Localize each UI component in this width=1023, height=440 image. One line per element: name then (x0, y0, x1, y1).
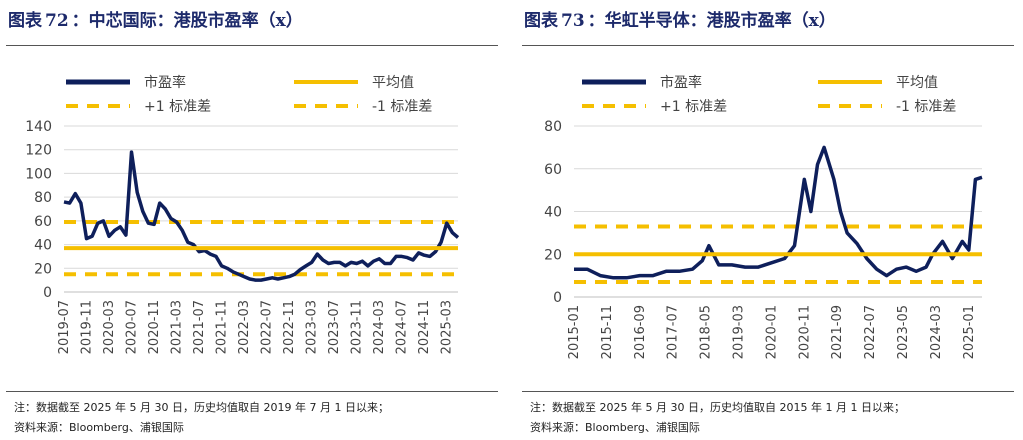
chart-source: 资料来源：Bloomberg、浦银国际 (530, 421, 700, 434)
legend-label-1: 平均值 (372, 75, 414, 91)
x-tick-label: 2022-07 (863, 305, 878, 359)
note-rule (6, 391, 498, 392)
x-tick-label: 2024-03 (372, 300, 387, 354)
y-tick-label: 80 (34, 190, 52, 206)
figure-label: 图表 (524, 11, 558, 31)
y-tick-label: 120 (25, 143, 52, 159)
legend-label-2: +1 标准差 (660, 99, 727, 115)
x-tick-label: 2020-11 (797, 305, 812, 359)
pe-chart-smic: 市盈率 平均值 +1 标准差 -1 标准差 0 20 40 60 80 100 120 140 2019… (25, 74, 460, 354)
x-tick-label: 2015-11 (600, 305, 615, 359)
x-tick-label: 2020-01 (764, 305, 779, 359)
y-tick-label: 40 (34, 238, 52, 254)
x-tick-label: 2024-11 (417, 300, 432, 354)
pe-series-line (63, 150, 460, 282)
x-tick-label: 2023-11 (350, 300, 365, 354)
legend-label-3: -1 标准差 (372, 99, 432, 115)
x-tick-label: 2023-07 (327, 300, 342, 354)
y-tick-label: 140 (25, 119, 52, 135)
figure-number: 73 (561, 11, 585, 31)
x-tick-label: 2021-11 (215, 300, 230, 354)
pe-series-line (574, 145, 983, 280)
legend-label-1: 平均值 (896, 75, 938, 91)
y-tick-label: 60 (34, 214, 52, 230)
chart-panel-hua-hong: 图表 73 ：华虹半导体：港股市盈率（x） 市盈率 平均值 +1 标准差 -1 标准差 0 2… (522, 0, 1020, 440)
pe-chart-hua-hong: 市盈率 平均值 +1 标准差 -1 标准差 0 20 40 60 80 2015-01 2015-1… (544, 74, 983, 359)
legend-label-0: 市盈率 (144, 74, 186, 91)
y-tick-label: 20 (34, 261, 52, 277)
y-tick-label: 0 (553, 290, 562, 306)
x-tick-label: 2020-07 (125, 300, 140, 354)
legend-label-3: -1 标准差 (896, 99, 956, 115)
x-tick-label: 2015-01 (567, 305, 582, 359)
x-tick-label: 2019-07 (57, 300, 72, 354)
x-tick-label: 2019-11 (80, 300, 95, 354)
x-tick-label: 2022-07 (260, 300, 275, 354)
x-tick-label: 2022-03 (237, 300, 252, 354)
x-tick-label: 2021-07 (192, 300, 207, 354)
chart-note: 注：数据截至 2025 年 5 月 30 日，历史均值取自 2019 年 7 月… (14, 401, 389, 414)
x-tick-label: 2020-11 (147, 300, 162, 354)
y-tick-label: 40 (544, 205, 562, 221)
figure-title: 图表 73 ：华虹半导体：港股市盈率（x） (524, 6, 836, 31)
x-tick-label: 2019-03 (732, 305, 747, 359)
x-tick-label: 2025-03 (440, 300, 455, 354)
figure-label: 图表 (8, 11, 42, 31)
x-tick-label: 2017-07 (666, 305, 681, 359)
x-tick-label: 2022-11 (282, 300, 297, 354)
x-tick-label: 2021-09 (830, 305, 845, 359)
figure-number: 72 (45, 11, 69, 31)
chart-panel-smic: 图表 72 ：中芯国际：港股市盈率（x） 市盈率 平均值 +1 标准差 -1 标准差 0 20… (6, 0, 504, 440)
legend-label-0: 市盈率 (660, 74, 702, 91)
title-rule (6, 45, 498, 46)
y-tick-label: 20 (544, 247, 562, 263)
y-tick-label: 0 (43, 285, 52, 301)
y-tick-label: 80 (544, 119, 562, 135)
x-tick-label: 2024-07 (395, 300, 410, 354)
x-tick-label: 2021-03 (170, 300, 185, 354)
chart-source: 资料来源：Bloomberg、浦银国际 (14, 421, 184, 434)
title-rule (522, 45, 1014, 46)
x-tick-label: 2018-05 (699, 305, 714, 359)
chart-note: 注：数据截至 2025 年 5 月 30 日，历史均值取自 2015 年 1 月… (530, 401, 905, 414)
x-tick-label: 2023-03 (305, 300, 320, 354)
x-tick-label: 2016-09 (633, 305, 648, 359)
y-tick-label: 60 (544, 162, 562, 178)
legend-label-2: +1 标准差 (144, 99, 211, 115)
note-rule (522, 391, 1014, 392)
x-tick-label: 2020-03 (102, 300, 117, 354)
x-tick-label: 2024-03 (929, 305, 944, 359)
x-tick-label: 2023-05 (896, 305, 911, 359)
x-tick-label: 2025-01 (962, 305, 977, 359)
figure-title: 图表 72 ：中芯国际：港股市盈率（x） (8, 6, 303, 31)
figure-title-text: ：华虹半导体：港股市盈率（x） (587, 11, 836, 31)
y-tick-label: 100 (25, 166, 52, 182)
figure-title-text: ：中芯国际：港股市盈率（x） (71, 11, 303, 31)
